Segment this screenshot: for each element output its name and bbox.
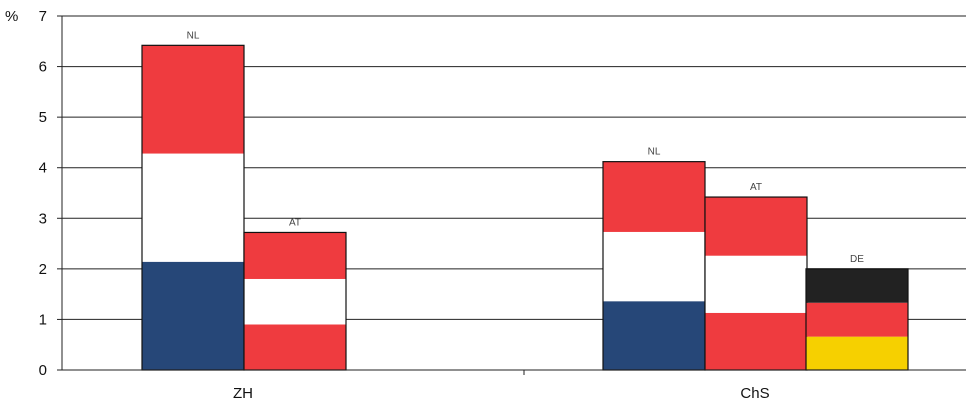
x-category-label: ZH xyxy=(233,385,253,402)
bar-chs-nl xyxy=(602,161,706,371)
axes xyxy=(57,15,966,375)
y-tick-label: 3 xyxy=(39,210,47,227)
y-axis-unit-label: % xyxy=(5,8,18,25)
x-category-label: ChS xyxy=(740,385,769,402)
y-tick-label: 1 xyxy=(39,311,47,328)
bar-segment xyxy=(244,324,346,370)
bars xyxy=(141,44,909,371)
bar-chs-at xyxy=(704,196,808,371)
bar-segment xyxy=(244,232,346,279)
bar-segment xyxy=(603,301,705,370)
bar-segment xyxy=(142,261,244,370)
y-tick-label: 7 xyxy=(39,8,47,25)
bar-label: DE xyxy=(850,254,864,265)
labels: 0 1 2 3 4 5 6 7 NL AT NL AT DE ZH ChS xyxy=(39,8,865,402)
y-tick-label: 0 xyxy=(39,362,47,379)
y-tick-label: 4 xyxy=(39,160,47,177)
bar-segment xyxy=(603,161,705,232)
bar-segment xyxy=(705,255,807,313)
bar-segment xyxy=(142,45,244,154)
bar-segment xyxy=(244,278,346,325)
bar-segment xyxy=(806,302,908,337)
bar-segment xyxy=(806,336,908,370)
y-tick-label: 5 xyxy=(39,109,47,126)
bar-label: AT xyxy=(289,217,301,228)
y-tick-label: 6 xyxy=(39,59,47,76)
bar-zh-nl xyxy=(141,44,245,371)
bar-segment xyxy=(603,231,705,302)
bar-segment xyxy=(705,312,807,370)
bar-segment xyxy=(806,268,908,303)
bar-segment xyxy=(705,197,807,256)
bar-label: NL xyxy=(187,30,200,41)
bar-label: AT xyxy=(750,182,762,193)
bar-zh-at xyxy=(243,231,347,371)
bar-label: NL xyxy=(648,147,661,158)
bar-segment xyxy=(142,153,244,262)
y-tick-label: 2 xyxy=(39,261,47,278)
bar-chs-de xyxy=(805,268,909,371)
